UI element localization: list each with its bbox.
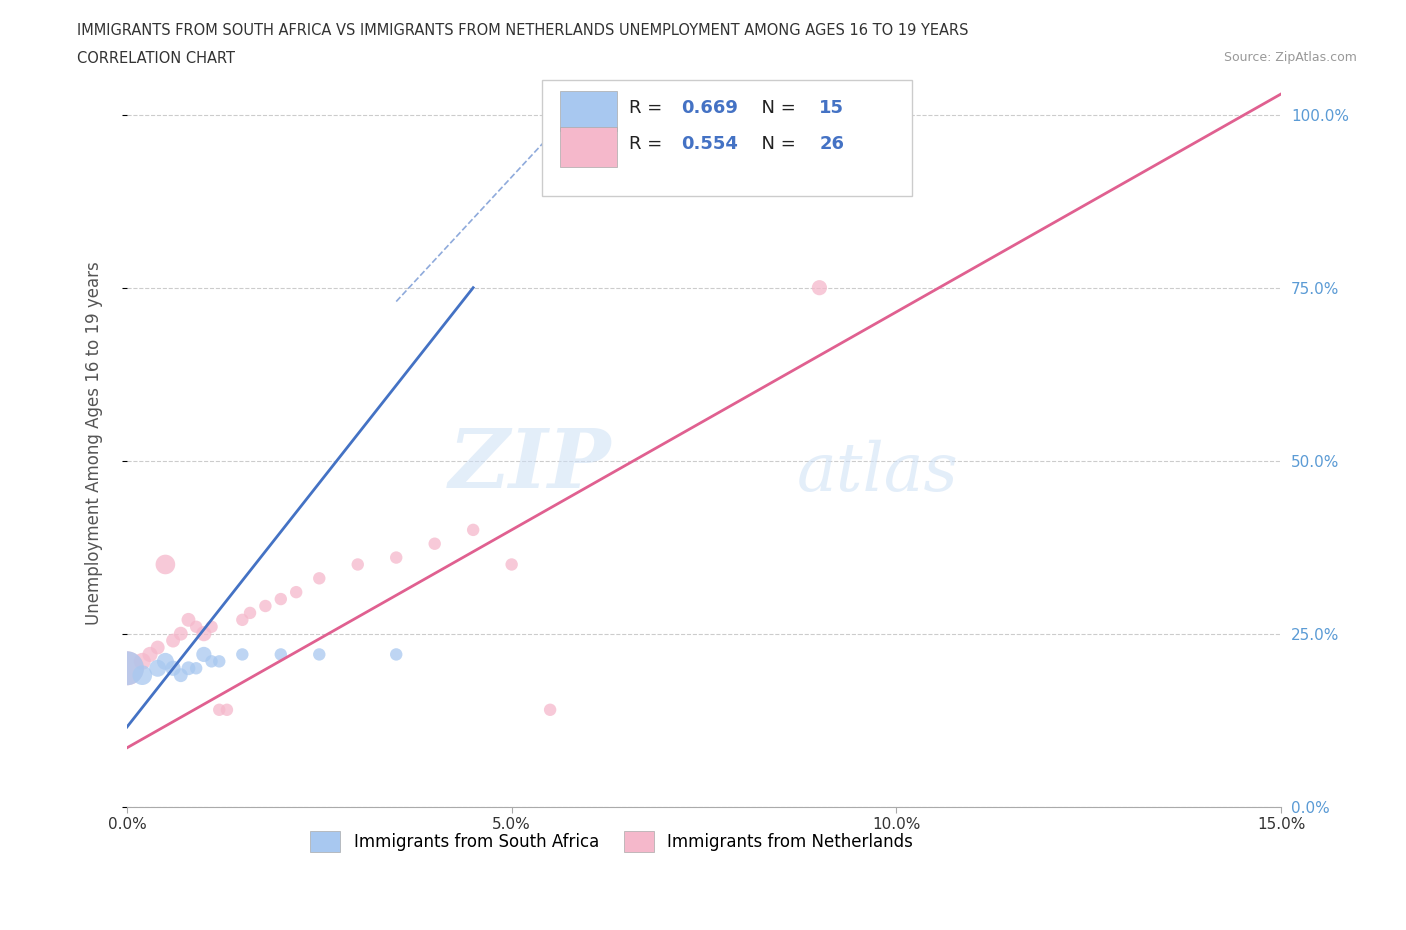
- Point: [131, 668, 153, 683]
- Point: [115, 661, 138, 676]
- Point: [463, 523, 485, 538]
- Point: [270, 591, 292, 606]
- Point: [155, 557, 177, 572]
- Point: [177, 661, 200, 676]
- Point: [270, 647, 292, 662]
- Text: 15: 15: [820, 99, 845, 116]
- Text: ZIP: ZIP: [449, 425, 612, 505]
- Point: [193, 626, 215, 641]
- Text: CORRELATION CHART: CORRELATION CHART: [77, 51, 235, 66]
- Y-axis label: Unemployment Among Ages 16 to 19 years: Unemployment Among Ages 16 to 19 years: [86, 261, 103, 625]
- Legend: Immigrants from South Africa, Immigrants from Netherlands: Immigrants from South Africa, Immigrants…: [302, 823, 921, 860]
- Text: IMMIGRANTS FROM SOUTH AFRICA VS IMMIGRANTS FROM NETHERLANDS UNEMPLOYMENT AMONG A: IMMIGRANTS FROM SOUTH AFRICA VS IMMIGRAN…: [77, 23, 969, 38]
- Point: [200, 654, 222, 669]
- Point: [170, 626, 193, 641]
- Point: [208, 702, 231, 717]
- Text: N =: N =: [751, 99, 801, 116]
- Text: Source: ZipAtlas.com: Source: ZipAtlas.com: [1223, 51, 1357, 64]
- Point: [146, 640, 169, 655]
- Point: [115, 661, 138, 676]
- FancyBboxPatch shape: [543, 80, 911, 196]
- Point: [808, 280, 831, 295]
- Point: [308, 647, 330, 662]
- Point: [186, 619, 208, 634]
- Point: [146, 661, 169, 676]
- Text: atlas: atlas: [796, 440, 957, 505]
- Point: [346, 557, 368, 572]
- Text: 0.669: 0.669: [681, 99, 738, 116]
- Point: [155, 654, 177, 669]
- Point: [200, 619, 222, 634]
- Point: [186, 661, 208, 676]
- Point: [308, 571, 330, 586]
- Point: [239, 605, 262, 620]
- Text: 26: 26: [820, 135, 845, 153]
- Text: R =: R =: [628, 99, 668, 116]
- Point: [231, 612, 253, 627]
- Point: [193, 647, 215, 662]
- Point: [139, 647, 162, 662]
- Point: [162, 661, 184, 676]
- Point: [231, 647, 253, 662]
- Point: [423, 537, 446, 551]
- Point: [254, 599, 277, 614]
- Text: 0.554: 0.554: [681, 135, 738, 153]
- Point: [177, 612, 200, 627]
- Point: [385, 647, 408, 662]
- Text: R =: R =: [628, 135, 668, 153]
- Point: [162, 633, 184, 648]
- Point: [501, 557, 523, 572]
- Text: N =: N =: [751, 135, 801, 153]
- FancyBboxPatch shape: [560, 91, 617, 131]
- Point: [538, 702, 561, 717]
- Point: [385, 551, 408, 565]
- Point: [285, 585, 308, 600]
- Point: [215, 702, 238, 717]
- Point: [208, 654, 231, 669]
- FancyBboxPatch shape: [560, 127, 617, 167]
- Point: [131, 654, 153, 669]
- Point: [170, 668, 193, 683]
